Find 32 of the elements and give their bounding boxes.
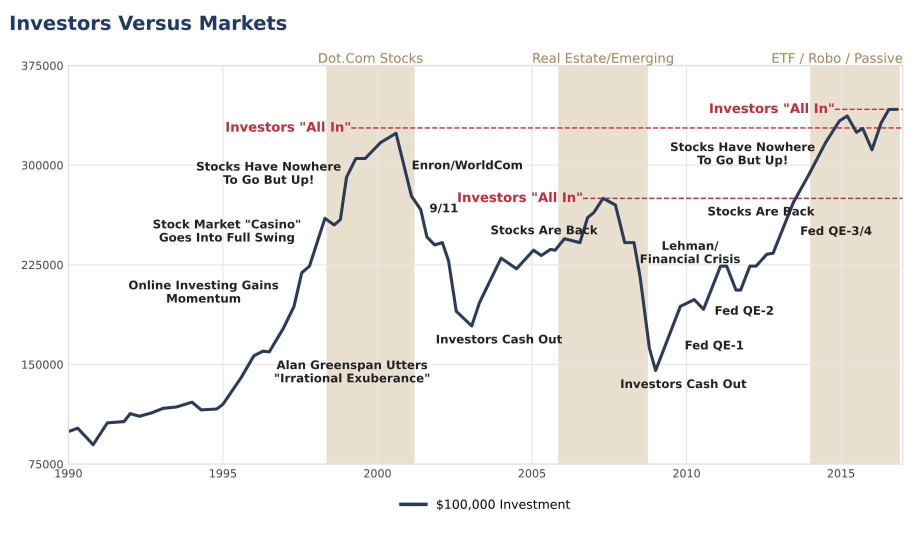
ref-line-label: Investors "All In" [226,122,350,132]
y-tick-label: 300000 [22,161,63,170]
x-tick-label: 2000 [364,469,391,478]
annotation: Stocks Have Nowhere To Go But Up! [670,142,815,167]
annotation: Online Investing Gains Momentum [128,280,278,303]
band-label: Dot.Com Stocks [319,52,423,63]
annotation: 9/11 [430,204,458,214]
legend-label: $100,000 Investment [436,499,570,511]
x-tick-label: 1995 [210,469,236,478]
annotation: Investors Cash Out [621,379,746,388]
annotation: Fed QE-2 [716,306,773,316]
annotation: Stock Market "Casino" Goes Into Full Swing [154,219,300,244]
x-tick-label: 2005 [518,469,546,478]
annotation: Fed QE-3/4 [801,226,872,237]
x-tick-label: 2015 [828,469,854,478]
ref-line-label: Investors "All In" [710,102,834,114]
annotation: Alan Greenspan Utters "Irrational Exuberance" [275,360,430,382]
band-label: Real Estate/Emerging [533,52,673,66]
band-label: ETF / Robo / Passive [772,52,902,64]
chart-title: Investors Versus Markets [10,15,286,30]
x-tick-label: 2010 [673,469,700,478]
annotation: Investors Cash Out [436,334,562,344]
annotation: Fed QE-1 [686,340,744,352]
y-tick-label: 225000 [22,260,63,270]
y-tick-label: 375000 [22,61,63,70]
annotation: Stocks Have Nowhere To Go But Up! [197,162,341,186]
ref-line-label: Investors "All In" [458,192,582,202]
annotation: Enron/WorldCom [412,160,522,170]
y-tick-label: 75000 [29,460,63,468]
y-tick-label: 150000 [22,360,63,369]
x-tick-label: 1990 [55,469,82,478]
annotation: Lehman/ Financial Crisis [640,240,740,264]
